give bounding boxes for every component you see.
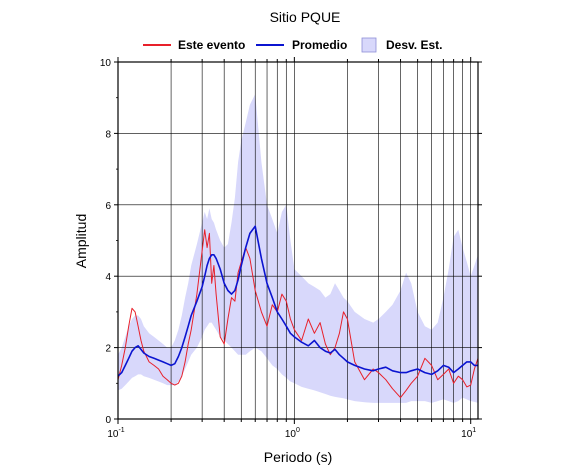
std-band-layer [118, 94, 478, 403]
series-line-event [117, 229, 479, 399]
y-tick-label: 4 [105, 272, 111, 283]
y-tick-label: 0 [105, 415, 111, 426]
series-line-mean [117, 225, 478, 377]
series-layer [117, 225, 479, 399]
legend-label-std: Desv. Est. [386, 38, 442, 52]
std-band [118, 94, 478, 403]
x-tick-label: 101 [461, 427, 476, 440]
chart-title: Sitio PQUE [270, 9, 341, 25]
legend-label-mean: Promedio [292, 38, 347, 52]
legend: Este evento Promedio Desv. Est. [143, 37, 442, 53]
x-tick-label: 100 [285, 427, 300, 440]
y-tick-label: 8 [105, 129, 111, 140]
x-tick-label: 10-1 [107, 427, 124, 440]
grid [118, 62, 478, 419]
legend-swatch-std [361, 37, 377, 53]
y-tick-label: 2 [105, 344, 111, 355]
y-tick-label: 6 [105, 201, 111, 212]
y-axis-label: Amplitud [73, 214, 89, 268]
y-tick-label: 10 [100, 58, 112, 69]
x-axis-label: Periodo (s) [264, 449, 332, 465]
legend-label-event: Este evento [178, 38, 245, 52]
axes: 0 2 4 6 8 10 10-1 100 101 [100, 57, 482, 440]
